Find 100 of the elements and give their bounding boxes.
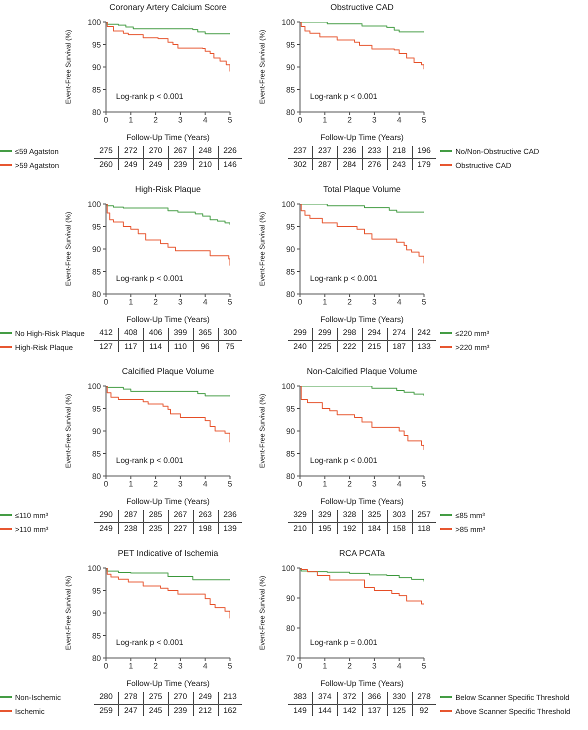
x-axis-title: Follow-Up Time (Years) [320,497,404,506]
chart-title: High-Risk Plaque [134,184,202,194]
text: 235 [148,523,164,535]
text: 372 [342,691,358,703]
text: 195 [317,523,332,535]
text: 187 [392,341,407,353]
annotation: Log-rank p < 0.001 [116,92,184,101]
x-tick-label: 1 [128,298,134,307]
text: 127 [98,341,114,353]
x-tick-label: 2 [153,116,158,125]
text: 239 [172,705,188,717]
text: 240 [292,341,308,353]
x-tick-label: 1 [128,662,134,671]
text: 260 [98,159,114,171]
y-tick-label: 100 [282,18,296,27]
chart-title: Non-Calcified Plaque Volume [306,366,418,376]
x-tick-label: 2 [153,662,158,671]
y-tick-label: 85 [286,85,296,94]
x-tick-label: 3 [178,480,184,489]
y-tick-label: 80 [286,290,296,299]
y-tick-label: 95 [286,40,296,50]
text: 259 [98,705,114,717]
text: 239 [172,159,188,171]
x-tick-label: 4 [202,480,208,489]
y-tick-label: 80 [92,654,102,663]
y-tick-label: 90 [286,426,296,436]
x-tick-label: 0 [104,298,109,307]
text: 302 [292,159,308,171]
text: 270 [148,145,164,157]
text: 412 [98,327,114,339]
text: 196 [416,145,432,157]
chart-title: Obstructive CAD [329,2,395,12]
text: 237 [317,145,332,157]
y-tick-label: 85 [286,449,296,458]
x-axis-title: Follow-Up Time (Years) [320,315,404,324]
text: 247 [123,705,138,717]
x-tick-label: 1 [322,480,328,489]
text: 249 [98,523,114,535]
y-tick-label: 100 [282,564,296,573]
x-tick-label: 3 [372,116,378,125]
text: 238 [123,523,138,535]
text: 137 [366,705,382,717]
text: 287 [317,159,332,171]
text: 329 [292,509,308,521]
x-tick-label: 5 [422,116,427,125]
chart-title: Coronary Artery Calcium Score [108,2,228,12]
text: 139 [222,523,238,535]
text: 162 [222,705,238,717]
x-tick-label: 2 [347,298,352,307]
x-tick-label: 4 [202,116,208,125]
text: 257 [416,509,432,521]
text: 285 [148,509,164,521]
text: 330 [392,691,407,703]
y-tick-label: 85 [92,85,102,94]
x-tick-label: 0 [298,116,303,125]
y-tick-label: 95 [92,222,102,232]
x-tick-label: 4 [202,298,208,307]
x-tick-label: 3 [178,662,184,671]
text: 408 [123,327,138,339]
chart-title: PET Indicative of Ischemia [116,548,220,558]
text: 366 [366,691,382,703]
y-tick-label: 90 [92,244,102,254]
text: 236 [222,509,238,521]
text: 280 [98,691,114,703]
x-tick-label: 0 [104,116,109,125]
x-tick-label: 4 [396,662,402,671]
text: 284 [342,159,358,171]
text: 299 [292,327,308,339]
text: 274 [392,327,407,339]
text: 272 [123,145,138,157]
text: 267 [172,145,188,157]
text: 249 [198,691,213,703]
y-tick-label: 80 [92,472,102,481]
x-tick-label: 3 [372,480,378,489]
text: 237 [292,145,308,157]
x-tick-label: 5 [422,298,427,307]
text: 133 [416,341,432,353]
x-tick-label: 4 [202,662,208,671]
y-tick-label: 80 [286,624,296,633]
y-tick-label: 90 [286,62,296,72]
x-tick-label: 3 [372,298,378,307]
y-tick-label: 80 [286,108,296,117]
text: 294 [366,327,382,339]
text: 218 [392,145,407,157]
text: 300 [222,327,238,339]
y-tick-label: 100 [88,382,102,391]
text: 275 [148,691,164,703]
x-tick-label: 5 [228,298,233,307]
text: 263 [198,509,213,521]
annotation: Log-rank p < 0.001 [116,456,184,465]
text: 242 [416,327,432,339]
y-tick-label: 95 [92,404,102,414]
y-tick-label: 95 [286,404,296,414]
text: 249 [123,159,138,171]
text: 290 [98,509,114,521]
text: 125 [392,705,407,717]
annotation: Log-rank p < 0.001 [116,638,184,647]
text: 198 [198,523,213,535]
x-axis-title: Follow-Up Time (Years) [126,679,210,688]
y-tick-label: 80 [92,290,102,299]
